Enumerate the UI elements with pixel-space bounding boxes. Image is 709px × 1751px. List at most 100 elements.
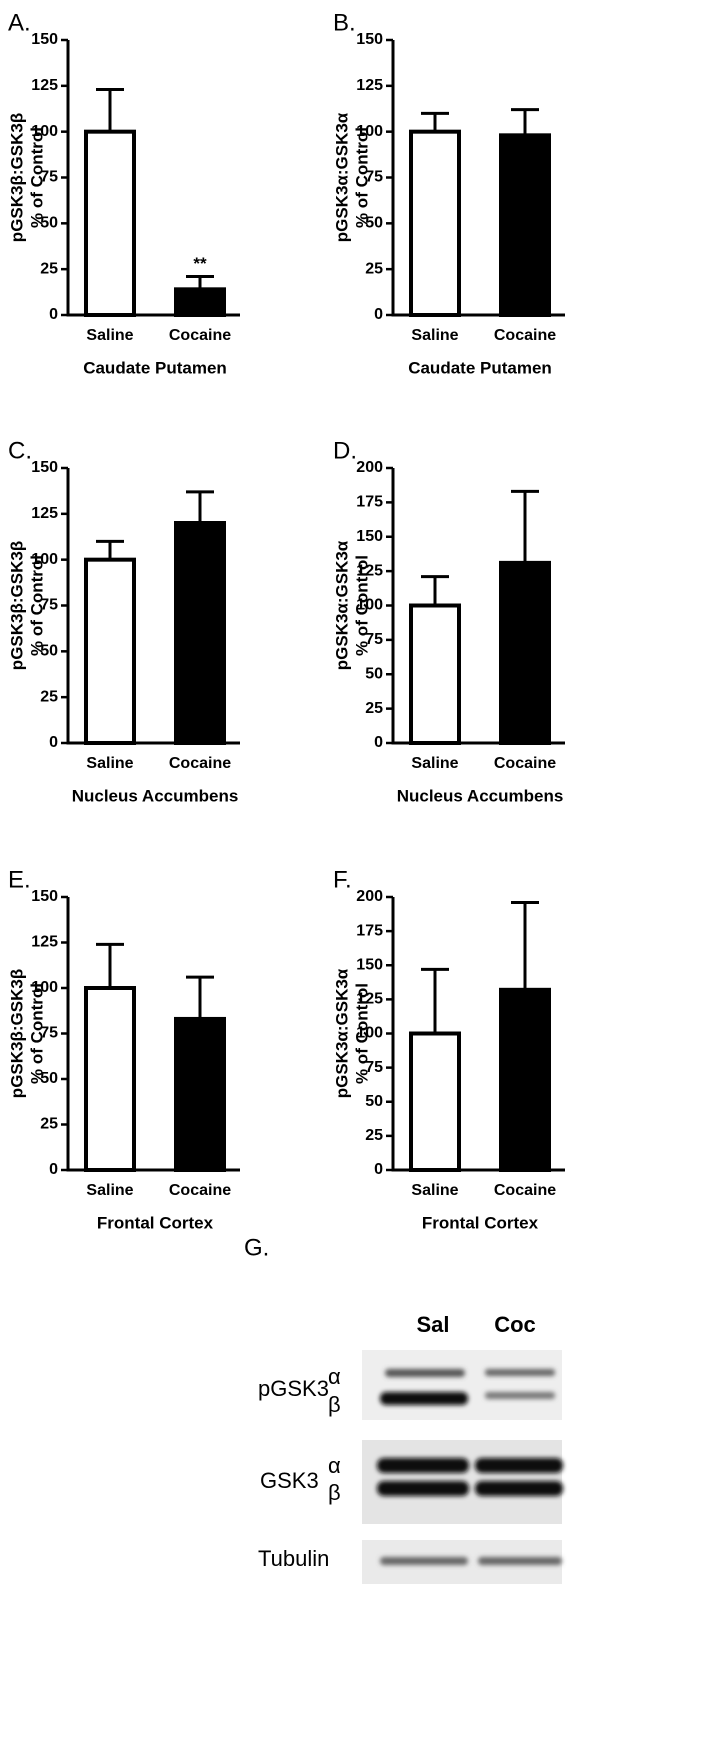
y-tick-label: 50 — [365, 1093, 383, 1110]
y-tick-label: 175 — [356, 494, 383, 511]
y-axis-label: % of Control — [27, 127, 46, 228]
y-tick-label: 150 — [31, 31, 58, 48]
y-axis-label: % of Control — [352, 127, 371, 228]
row-label: GSK3 — [260, 1468, 319, 1493]
y-tick-label: 150 — [31, 888, 58, 905]
x-tick-label: Saline — [411, 1182, 458, 1199]
y-axis-label: pGSK3α:GSK3α — [332, 112, 351, 242]
y-axis-label: pGSK3β:GSK3β — [7, 969, 26, 1098]
x-tick-label: Cocaine — [494, 327, 556, 344]
bar — [409, 1031, 461, 1172]
x-tick-label: Cocaine — [169, 1182, 231, 1199]
y-tick-label: 125 — [31, 934, 58, 951]
y-tick-label: 50 — [40, 643, 58, 660]
blot-image — [362, 1350, 563, 1584]
y-tick-label: 125 — [356, 562, 383, 579]
y-tick-label: 50 — [365, 665, 383, 682]
y-tick-label: 100 — [356, 1025, 383, 1042]
bar — [84, 129, 136, 317]
y-tick-label: 75 — [365, 631, 383, 648]
y-tick-label: 0 — [374, 734, 383, 751]
y-tick-label: 75 — [365, 1059, 383, 1076]
y-tick-label: 25 — [365, 260, 383, 277]
y-axis-label: pGSK3β:GSK3β — [7, 113, 26, 242]
y-tick-label: 0 — [49, 1161, 58, 1178]
y-tick-label: 125 — [356, 991, 383, 1008]
lane-label: Coc — [494, 1312, 536, 1337]
y-tick-label: 75 — [40, 597, 58, 614]
x-axis-label: Frontal Cortex — [422, 1213, 539, 1232]
panel-label: G. — [244, 1234, 269, 1261]
bar — [499, 987, 551, 1172]
y-axis-label: % of Control — [27, 555, 46, 656]
y-tick-label: 100 — [31, 979, 58, 996]
y-axis-label: % of Control — [352, 983, 371, 1084]
panel-label: F. — [333, 866, 352, 893]
y-tick-label: 50 — [40, 1070, 58, 1087]
y-tick-label: 125 — [356, 77, 383, 94]
y-tick-label: 100 — [356, 123, 383, 140]
bar — [499, 133, 551, 317]
x-tick-label: Cocaine — [169, 327, 231, 344]
bar — [499, 560, 551, 745]
y-tick-label: 25 — [40, 688, 58, 705]
y-axis-label: pGSK3α:GSK3α — [332, 968, 351, 1098]
y-tick-label: 25 — [365, 700, 383, 717]
y-tick-label: 0 — [49, 734, 58, 751]
x-axis-label: Frontal Cortex — [97, 1213, 214, 1232]
panel-label: E. — [8, 866, 31, 893]
y-tick-label: 25 — [365, 1127, 383, 1144]
annotation: ** — [193, 254, 207, 273]
x-tick-label: Saline — [411, 327, 458, 344]
y-tick-label: 0 — [49, 306, 58, 323]
y-tick-label: 150 — [356, 31, 383, 48]
y-tick-label: 50 — [365, 215, 383, 232]
panel-label: A. — [8, 9, 31, 36]
y-tick-label: 200 — [356, 459, 383, 476]
isoform-label: β — [328, 1480, 341, 1505]
y-axis-label: % of Control — [27, 983, 46, 1084]
y-tick-label: 200 — [356, 888, 383, 905]
bar — [84, 557, 136, 746]
y-axis-label: pGSK3β:GSK3β — [7, 541, 26, 670]
y-tick-label: 50 — [40, 215, 58, 232]
y-tick-label: 25 — [40, 1116, 58, 1133]
panel-label: C. — [8, 437, 32, 464]
isoform-label: α — [328, 1364, 341, 1389]
bar — [174, 521, 226, 745]
x-axis-label: Nucleus Accumbens — [72, 786, 239, 805]
x-axis-label: Caudate Putamen — [408, 358, 552, 377]
lane-label: Sal — [416, 1312, 449, 1337]
row-label: pGSK3 — [258, 1376, 329, 1401]
y-tick-label: 100 — [356, 597, 383, 614]
bar — [174, 1016, 226, 1172]
x-tick-label: Saline — [86, 327, 133, 344]
y-tick-label: 0 — [374, 1161, 383, 1178]
y-tick-label: 175 — [356, 922, 383, 939]
y-tick-label: 100 — [31, 551, 58, 568]
y-tick-label: 125 — [31, 77, 58, 94]
y-axis-label: % of Control — [352, 555, 371, 656]
y-tick-label: 25 — [40, 260, 58, 277]
bar — [84, 986, 136, 1172]
y-tick-label: 100 — [31, 123, 58, 140]
y-tick-label: 75 — [40, 169, 58, 186]
y-tick-label: 150 — [356, 956, 383, 973]
bar — [409, 603, 461, 745]
x-tick-label: Saline — [86, 755, 133, 772]
y-tick-label: 75 — [40, 1025, 58, 1042]
row-label: Tubulin — [258, 1546, 329, 1571]
x-tick-label: Cocaine — [494, 755, 556, 772]
bar — [174, 287, 226, 318]
isoform-label: β — [328, 1392, 341, 1417]
x-axis-label: Nucleus Accumbens — [397, 786, 564, 805]
y-tick-label: 75 — [365, 169, 383, 186]
y-tick-label: 125 — [31, 505, 58, 522]
x-tick-label: Cocaine — [494, 1182, 556, 1199]
y-tick-label: 150 — [31, 459, 58, 476]
bar — [409, 129, 461, 317]
isoform-label: α — [328, 1453, 341, 1478]
x-axis-label: Caudate Putamen — [83, 358, 227, 377]
panel-label: B. — [333, 9, 356, 36]
